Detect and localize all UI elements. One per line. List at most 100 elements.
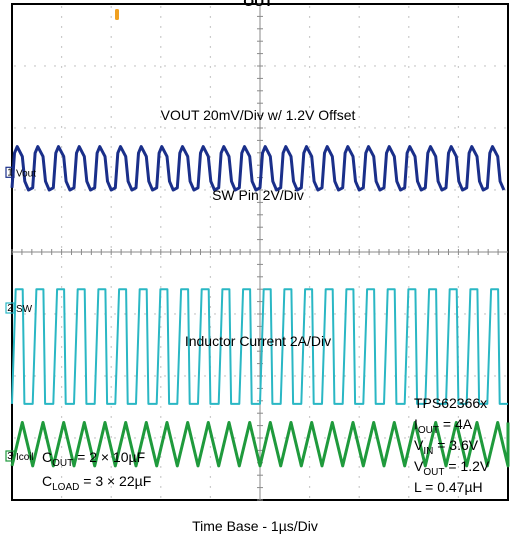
grid-dot bbox=[308, 296, 311, 298]
grid-dot bbox=[358, 326, 360, 328]
grid-dot bbox=[457, 306, 460, 308]
grid-dot bbox=[60, 116, 63, 118]
grid-dot bbox=[334, 65, 336, 67]
grid-dot bbox=[454, 65, 456, 67]
grid-dot bbox=[60, 6, 63, 8]
grid-dot bbox=[110, 346, 112, 348]
grid-dot bbox=[124, 65, 126, 67]
grid-dot bbox=[474, 375, 476, 377]
grid-dot bbox=[184, 189, 186, 191]
grid-dot bbox=[308, 176, 311, 178]
grid-dot bbox=[308, 306, 311, 308]
grid-dot bbox=[224, 65, 226, 67]
grid-dot bbox=[209, 406, 212, 408]
grid-dot bbox=[294, 313, 296, 315]
grid-dot bbox=[494, 313, 496, 315]
grid-dot bbox=[154, 65, 156, 67]
grid-dot bbox=[60, 146, 63, 148]
grid-dot bbox=[60, 236, 63, 238]
grid-dot bbox=[209, 26, 212, 28]
grid-dot bbox=[457, 116, 460, 118]
grid-dot bbox=[110, 296, 112, 298]
grid-dot bbox=[457, 146, 460, 148]
grid-dot bbox=[34, 375, 36, 377]
annotation-line: IOUT = 4A bbox=[414, 416, 473, 436]
grid-dot bbox=[224, 375, 226, 377]
grid-dot bbox=[454, 127, 456, 129]
grid-dot bbox=[308, 486, 311, 488]
grid-dot bbox=[60, 276, 63, 278]
grid-dot bbox=[154, 313, 156, 315]
grid-dot bbox=[358, 486, 360, 488]
grid-dot bbox=[358, 346, 360, 348]
grid-dot bbox=[184, 375, 186, 377]
grid-dot bbox=[160, 336, 162, 338]
grid-dot bbox=[110, 66, 112, 68]
grid-dot bbox=[408, 126, 410, 128]
grid-dot bbox=[14, 127, 16, 129]
grid-dot bbox=[504, 375, 506, 377]
grid-dot bbox=[408, 6, 410, 8]
channel-marker-number: 3 bbox=[7, 451, 13, 462]
grid-dot bbox=[274, 375, 276, 377]
grid-dot bbox=[358, 56, 360, 58]
grid-dot bbox=[204, 65, 206, 67]
grid-dot bbox=[60, 286, 63, 288]
grid-dot bbox=[110, 336, 112, 338]
grid-dot bbox=[114, 437, 116, 439]
grid-dot bbox=[110, 456, 112, 458]
grid-dot bbox=[457, 206, 460, 208]
grid-dot bbox=[209, 136, 212, 138]
grid-dot bbox=[209, 416, 212, 418]
grid-dot bbox=[504, 437, 506, 439]
grid-dot bbox=[60, 176, 63, 178]
grid-dot bbox=[14, 437, 16, 439]
grid-dot bbox=[434, 127, 436, 129]
grid-dot bbox=[124, 375, 126, 377]
grid-dot bbox=[408, 346, 410, 348]
grid-dot bbox=[174, 437, 176, 439]
grid-dot bbox=[457, 26, 460, 28]
grid-dot bbox=[308, 286, 311, 288]
grid-dot bbox=[144, 65, 146, 67]
grid-dot bbox=[154, 127, 156, 129]
grid-dot bbox=[110, 156, 112, 158]
grid-dot bbox=[24, 65, 26, 67]
grid-dot bbox=[54, 437, 56, 439]
grid-dot bbox=[464, 65, 466, 67]
grid-dot bbox=[209, 16, 212, 18]
grid-dot bbox=[160, 246, 162, 248]
grid-dot bbox=[344, 65, 346, 67]
grid-dot bbox=[160, 86, 162, 88]
grid-dot bbox=[408, 476, 410, 478]
grid-dot bbox=[60, 126, 63, 128]
grid-dot bbox=[408, 456, 410, 458]
grid-dot bbox=[308, 106, 311, 108]
grid-dot bbox=[60, 386, 63, 388]
grid-dot bbox=[160, 456, 162, 458]
grid-dot bbox=[54, 189, 56, 191]
grid-dot bbox=[404, 437, 406, 439]
grid-dot bbox=[174, 313, 176, 315]
grid-dot bbox=[224, 127, 226, 129]
grid-dot bbox=[110, 326, 112, 328]
grid-dot bbox=[110, 106, 112, 108]
grid-dot bbox=[264, 375, 266, 377]
grid-dot bbox=[94, 127, 96, 129]
grid-dot bbox=[34, 127, 36, 129]
grid-dot bbox=[457, 286, 460, 288]
grid-dot bbox=[408, 286, 410, 288]
grid-dot bbox=[209, 216, 212, 218]
grid-dot bbox=[294, 189, 296, 191]
grid-dot bbox=[384, 189, 386, 191]
grid-dot bbox=[284, 189, 286, 191]
grid-dot bbox=[457, 446, 460, 448]
grid-dot bbox=[457, 416, 460, 418]
grid-dot bbox=[60, 136, 63, 138]
grid-dot bbox=[358, 246, 360, 248]
grid-dot bbox=[214, 127, 216, 129]
grid-dot bbox=[104, 189, 106, 191]
grid-dot bbox=[209, 106, 212, 108]
grid-dot bbox=[60, 186, 63, 188]
grid-dot bbox=[414, 437, 416, 439]
